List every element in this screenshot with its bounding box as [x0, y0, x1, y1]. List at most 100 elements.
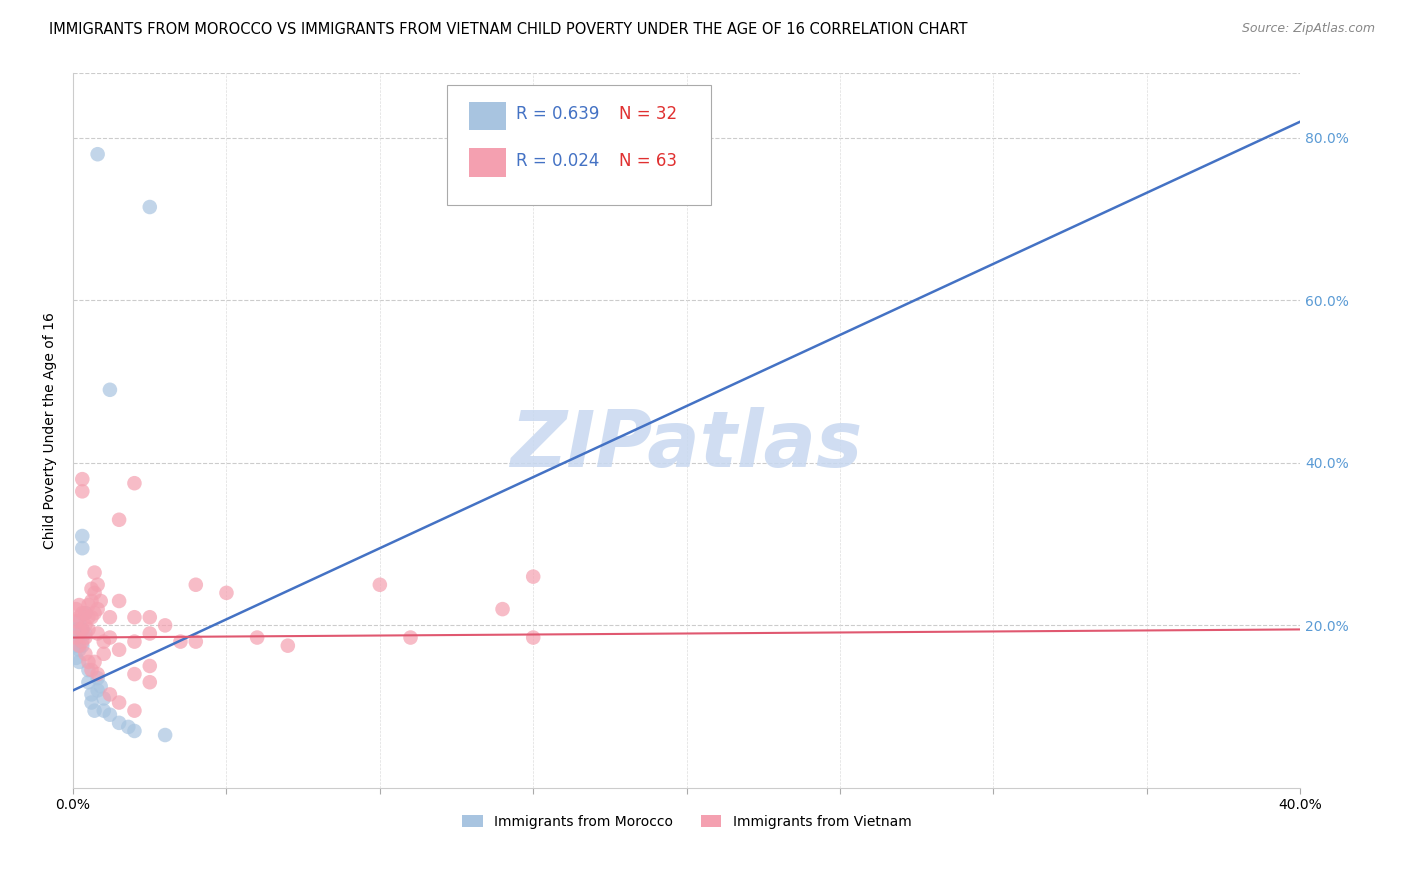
Point	[72, 529, 94, 543]
FancyBboxPatch shape	[447, 85, 711, 205]
Point	[93, 647, 115, 661]
Point	[83, 704, 105, 718]
FancyBboxPatch shape	[470, 148, 506, 177]
Point	[77, 663, 100, 677]
Point	[77, 598, 100, 612]
Point	[98, 383, 121, 397]
Legend: Immigrants from Morocco, Immigrants from Vietnam: Immigrants from Morocco, Immigrants from…	[457, 809, 917, 835]
Point	[139, 659, 162, 673]
Point	[86, 626, 108, 640]
Point	[67, 610, 90, 624]
Point	[83, 566, 105, 580]
Point	[77, 675, 100, 690]
Point	[83, 655, 105, 669]
Point	[67, 623, 90, 637]
Point	[72, 484, 94, 499]
Point	[246, 631, 269, 645]
Point	[124, 610, 146, 624]
Point	[65, 631, 87, 645]
Text: N = 63: N = 63	[619, 152, 678, 169]
Point	[108, 513, 131, 527]
Y-axis label: Child Poverty Under the Age of 16: Child Poverty Under the Age of 16	[44, 312, 58, 549]
Point	[67, 639, 90, 653]
Point	[80, 594, 103, 608]
Point	[139, 610, 162, 624]
Point	[86, 683, 108, 698]
Point	[72, 541, 94, 556]
Point	[108, 696, 131, 710]
Point	[108, 715, 131, 730]
Point	[86, 667, 108, 681]
Point	[139, 675, 162, 690]
Point	[80, 663, 103, 677]
Point	[72, 639, 94, 653]
Text: ZIPatlas: ZIPatlas	[510, 407, 863, 483]
Point	[80, 582, 103, 596]
Point	[491, 602, 513, 616]
Point	[93, 704, 115, 718]
Point	[75, 647, 97, 661]
Point	[124, 634, 146, 648]
Point	[80, 687, 103, 701]
Text: R = 0.024: R = 0.024	[516, 152, 599, 169]
Point	[139, 626, 162, 640]
Point	[75, 626, 97, 640]
Point	[108, 594, 131, 608]
Text: R = 0.639: R = 0.639	[516, 105, 599, 123]
Point	[83, 606, 105, 620]
Point	[184, 578, 207, 592]
Point	[117, 720, 139, 734]
Text: IMMIGRANTS FROM MOROCCO VS IMMIGRANTS FROM VIETNAM CHILD POVERTY UNDER THE AGE O: IMMIGRANTS FROM MOROCCO VS IMMIGRANTS FR…	[49, 22, 967, 37]
Point	[77, 623, 100, 637]
Point	[86, 147, 108, 161]
Point	[98, 610, 121, 624]
Point	[65, 623, 87, 637]
Point	[90, 594, 112, 608]
Point	[139, 200, 162, 214]
Point	[77, 655, 100, 669]
Point	[75, 631, 97, 645]
Point	[399, 631, 422, 645]
Point	[93, 634, 115, 648]
Point	[522, 631, 544, 645]
Point	[80, 696, 103, 710]
Point	[98, 707, 121, 722]
Point	[83, 586, 105, 600]
Text: N = 32: N = 32	[619, 105, 678, 123]
FancyBboxPatch shape	[470, 102, 506, 130]
Point	[108, 642, 131, 657]
Point	[67, 655, 90, 669]
Point	[184, 634, 207, 648]
Point	[98, 631, 121, 645]
Point	[65, 651, 87, 665]
Point	[67, 626, 90, 640]
Point	[86, 602, 108, 616]
Point	[124, 667, 146, 681]
Point	[124, 704, 146, 718]
Point	[72, 634, 94, 648]
Point	[90, 679, 112, 693]
Point	[77, 610, 100, 624]
Point	[124, 476, 146, 491]
Point	[522, 569, 544, 583]
Point	[67, 598, 90, 612]
Point	[67, 615, 90, 629]
Point	[75, 606, 97, 620]
Point	[67, 642, 90, 657]
Point	[65, 602, 87, 616]
Point	[72, 623, 94, 637]
Point	[124, 723, 146, 738]
Point	[98, 687, 121, 701]
Point	[75, 606, 97, 620]
Point	[215, 586, 238, 600]
Point	[169, 634, 191, 648]
Point	[153, 728, 176, 742]
Point	[75, 618, 97, 632]
Point	[80, 610, 103, 624]
Point	[65, 639, 87, 653]
Point	[65, 615, 87, 629]
Point	[65, 631, 87, 645]
Point	[72, 623, 94, 637]
Text: Source: ZipAtlas.com: Source: ZipAtlas.com	[1241, 22, 1375, 36]
Point	[72, 472, 94, 486]
